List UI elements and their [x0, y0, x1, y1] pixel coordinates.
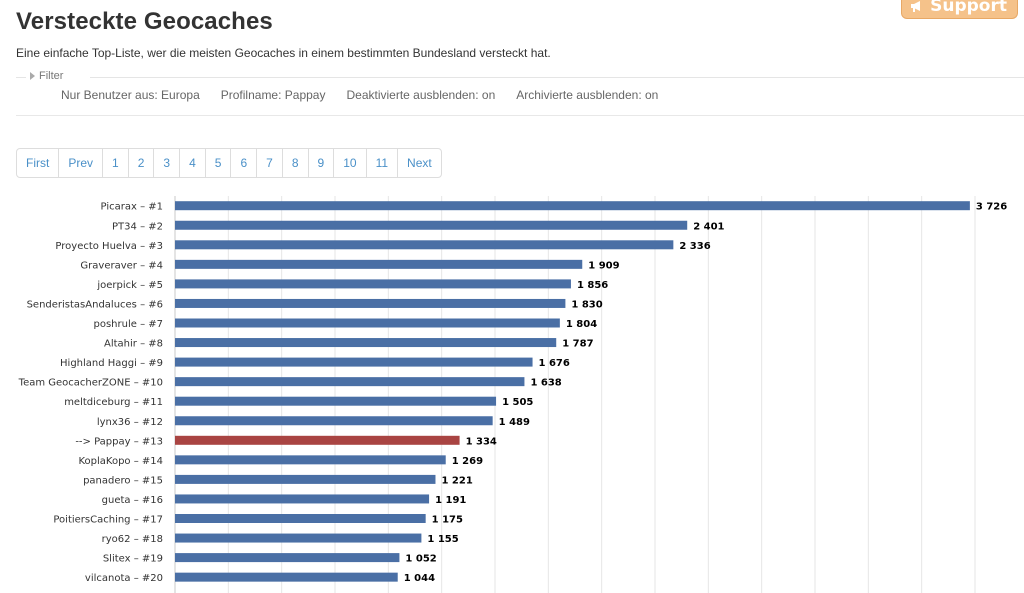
chart-category-label: Highland Haggi – #9: [60, 358, 163, 369]
filter-value-region: Nur Benutzer aus: Europa: [61, 88, 200, 102]
megaphone-icon: [911, 1, 921, 12]
page-prev-link[interactable]: Prev: [58, 149, 102, 177]
chart-bar[interactable]: [175, 201, 970, 211]
chart-category-label: Altahir – #8: [104, 339, 163, 350]
chart-value-label: 3 726: [976, 202, 1007, 213]
filter-divider-right: [90, 77, 1024, 78]
chart-value-label: 1 489: [499, 417, 530, 428]
chart-category-label: vilcanota – #20: [85, 573, 163, 584]
filter-values: Nur Benutzer aus: Europa Profilname: Pap…: [61, 88, 658, 102]
filter-value-deactivated: Deaktivierte ausblenden: on: [346, 88, 496, 102]
chart-value-label: 1 052: [405, 554, 436, 565]
chart-bar[interactable]: [175, 240, 674, 250]
chart-bar[interactable]: [175, 298, 566, 308]
chart-category-label: PoitiersCaching – #17: [53, 515, 163, 526]
chart-value-label: 1 787: [562, 339, 593, 350]
page-link-1[interactable]: 1: [102, 149, 128, 177]
ranking-chart-svg: Picarax – #1 3 726 PT34 – #2 2 401 Proyecto …: [18, 196, 1007, 593]
chart-value-label: 1 221: [441, 475, 472, 486]
page-title: Versteckte Geocaches: [16, 8, 273, 35]
page-link-5[interactable]: 5: [204, 149, 231, 177]
chart-bar[interactable]: [175, 455, 446, 465]
chart-value-label: 2 401: [693, 221, 724, 232]
chart-bar[interactable]: [175, 572, 398, 582]
chart-bar[interactable]: [175, 220, 688, 230]
chart-category-label: panadero – #15: [83, 475, 163, 486]
chart-category-label: Graveraver – #4: [80, 260, 163, 271]
filter-toggle-label: Filter: [39, 70, 64, 82]
chart-value-label: 1 175: [432, 515, 463, 526]
chart-category-label: poshrule – #7: [94, 319, 164, 330]
chart-bar[interactable]: [175, 318, 560, 328]
chart-value-label: 2 336: [679, 241, 710, 252]
chart-value-label: 1 909: [588, 260, 619, 271]
chart-value-label: 1 505: [502, 397, 533, 408]
chart-category-label: --> Pappay – #13: [75, 436, 163, 447]
chart-bar[interactable]: [175, 338, 557, 348]
chart-value-label: 1 269: [452, 456, 483, 467]
chart-category-label: ryo62 – #18: [102, 534, 163, 545]
chart-bar[interactable]: [175, 279, 571, 289]
page-link-4[interactable]: 4: [179, 149, 205, 177]
chart-value-label: 1 830: [571, 299, 602, 310]
chart-bar[interactable]: [175, 357, 533, 367]
chart-value-label: 1 676: [539, 358, 570, 369]
chart-bar[interactable]: [175, 514, 426, 523]
chart-value-label: 1 856: [577, 280, 608, 291]
chart-category-label: meltdiceburg – #11: [64, 397, 163, 408]
chart-value-label: 1 804: [566, 319, 597, 330]
chart-bar[interactable]: [175, 416, 493, 426]
filter-value-profile: Profilname: Pappay: [220, 88, 326, 102]
chart-category-label: joerpick – #5: [96, 280, 163, 291]
chart-bar[interactable]: [175, 474, 436, 484]
chart-bar[interactable]: [175, 435, 460, 445]
chart-category-label: KoplaKopo – #14: [78, 456, 163, 467]
filter-toggle[interactable]: Filter: [30, 70, 63, 82]
page-first-link[interactable]: First: [26, 156, 50, 170]
page-link-7[interactable]: 7: [256, 149, 282, 177]
chart-category-label: Team GeocacherZONE – #10: [18, 378, 163, 389]
chart-value-label: 1 638: [530, 378, 561, 389]
chart-value-label: 1 334: [466, 436, 497, 447]
caret-right-icon: [30, 72, 35, 80]
page-link-11[interactable]: 11: [365, 149, 397, 177]
ranking-chart: Picarax – #1 3 726 PT34 – #2 2 401 Proyecto …: [0, 196, 1024, 593]
chart-bar[interactable]: [175, 259, 583, 269]
chart-category-label: PT34 – #2: [112, 221, 163, 232]
chart-category-label: Slitex – #19: [103, 554, 163, 565]
chart-value-label: 1 155: [427, 534, 458, 545]
chart-value-label: 1 044: [404, 573, 435, 584]
chart-value-label: 1 191: [435, 495, 466, 506]
page-link-10[interactable]: 10: [333, 149, 365, 177]
support-label: Support: [930, 0, 1007, 16]
chart-bar[interactable]: [175, 533, 422, 543]
chart-category-label: lynx36 – #12: [97, 417, 163, 428]
chart-bar[interactable]: [175, 377, 525, 387]
chart-category-label: Proyecto Huelva – #3: [55, 241, 163, 252]
chart-category-label: gueta – #16: [102, 495, 163, 506]
page-link-2[interactable]: 2: [127, 149, 154, 177]
page-next-link[interactable]: Next: [397, 149, 441, 177]
support-button[interactable]: Support: [901, 0, 1018, 19]
chart-bar[interactable]: [175, 396, 497, 406]
page-link-6[interactable]: 6: [230, 149, 256, 177]
page-link-3[interactable]: 3: [153, 149, 179, 177]
filter-divider-left: [16, 77, 26, 78]
filter-fieldset: Filter: [16, 70, 1024, 84]
section-divider: [16, 115, 1024, 116]
pagination: First Prev 1 2 3 4 5 6 7 8 9 10 11 Next: [16, 148, 442, 178]
page-subtitle: Eine einfache Top-Liste, wer die meisten…: [16, 46, 551, 60]
chart-category-label: Picarax – #1: [101, 202, 163, 213]
filter-value-archived: Archivierte ausblenden: on: [516, 88, 659, 102]
page-link-9[interactable]: 9: [307, 149, 334, 177]
chart-bar[interactable]: [175, 553, 400, 563]
page-link-8[interactable]: 8: [281, 149, 308, 177]
chart-bar[interactable]: [175, 494, 430, 504]
chart-category-label: SenderistasAndaluces – #6: [27, 299, 163, 310]
